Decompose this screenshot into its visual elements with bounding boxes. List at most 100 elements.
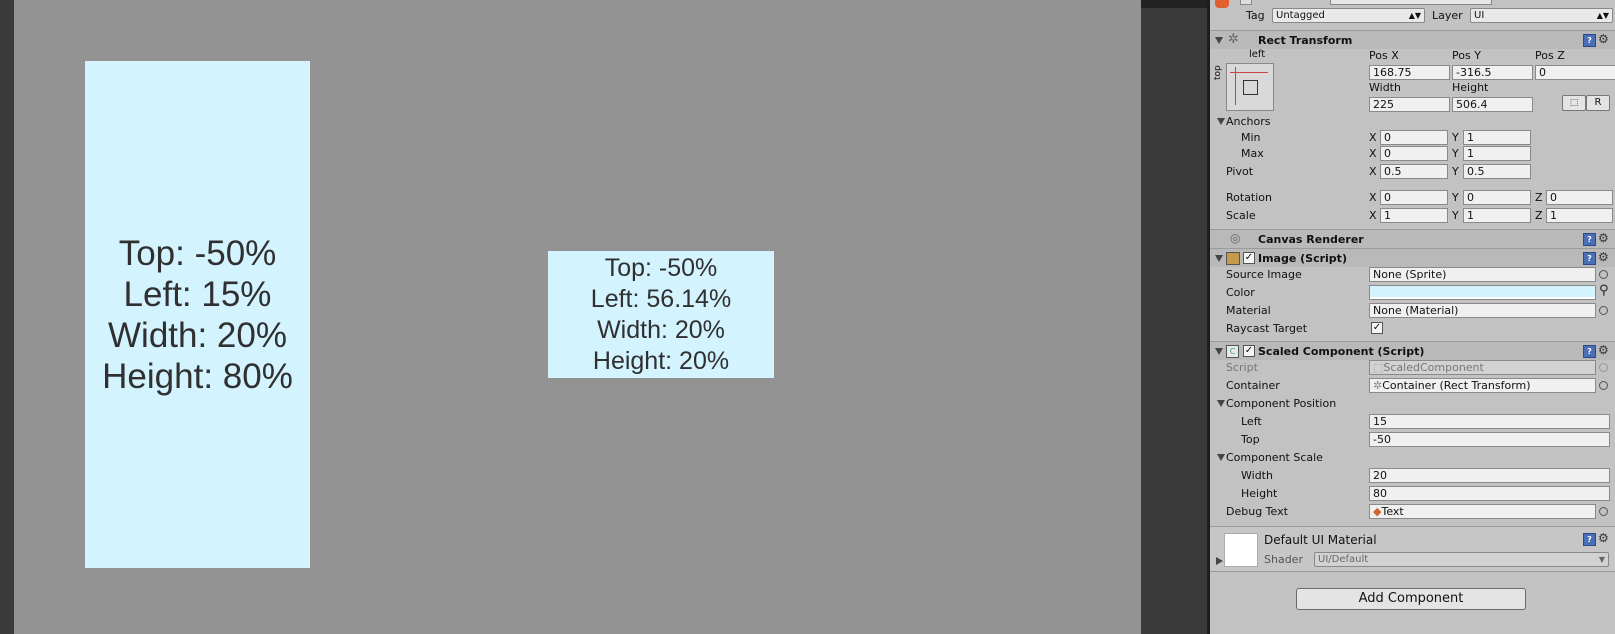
color-label: Color xyxy=(1226,286,1255,299)
image-title: Image (Script) xyxy=(1258,252,1347,265)
anchor-presets-button[interactable] xyxy=(1226,63,1274,111)
scaled-component-help-icon[interactable]: ? xyxy=(1583,345,1596,358)
anchor-min-x-field[interactable]: 0 xyxy=(1380,130,1448,145)
rect-transform-foldout-icon[interactable] xyxy=(1215,37,1223,44)
material-field[interactable]: None (Material) xyxy=(1369,303,1596,318)
scene-view[interactable]: Top: -50% Left: 15% Width: 20% Height: 8… xyxy=(14,0,1141,634)
script-value: ScaledComponent xyxy=(1383,361,1484,374)
anchors-label: Anchors xyxy=(1226,115,1271,128)
container-picker-icon[interactable] xyxy=(1599,381,1608,390)
rotation-x-field[interactable]: 0 xyxy=(1380,190,1448,205)
static-dropdown[interactable] xyxy=(1240,0,1252,5)
anchor-min-y-label: Y xyxy=(1452,131,1459,144)
pivot-x-field[interactable]: 0.5 xyxy=(1380,164,1448,179)
anchors-foldout-icon[interactable] xyxy=(1217,118,1225,125)
blueprint-mode-button[interactable]: ⬚ xyxy=(1562,95,1586,111)
rect-transform-help-icon[interactable]: ? xyxy=(1583,34,1596,47)
raycast-target-checkbox[interactable]: ✓ xyxy=(1371,322,1383,334)
pos-y-label: Pos Y xyxy=(1452,49,1481,62)
canvas-renderer-title: Canvas Renderer xyxy=(1258,233,1364,246)
tag-dropdown[interactable]: Untagged ▲▼ xyxy=(1272,8,1425,23)
pivot-x-label: X xyxy=(1369,165,1377,178)
rect-transform-header[interactable]: ✲ Rect Transform ? ⚙ xyxy=(1210,30,1615,49)
material-foldout-icon[interactable] xyxy=(1216,557,1223,565)
layer-dropdown[interactable]: UI ▲▼ xyxy=(1470,8,1613,23)
image-gear-icon[interactable]: ⚙ xyxy=(1598,250,1609,264)
height-field[interactable]: 506.4 xyxy=(1452,97,1533,112)
box2-line-top: Top: -50% xyxy=(604,253,718,282)
scale-y-field[interactable]: 1 xyxy=(1463,208,1531,223)
color-eyedropper-icon[interactable]: ⚲ xyxy=(1599,283,1609,298)
canvas-renderer-header[interactable]: ◎ Canvas Renderer ? ⚙ xyxy=(1210,229,1615,248)
scaled-component-box-2[interactable]: Top: -50% Left: 56.14% Width: 20% Height… xyxy=(548,251,774,378)
scaled-component-gear-icon[interactable]: ⚙ xyxy=(1598,343,1609,357)
scale-z-label: Z xyxy=(1535,209,1543,222)
scale-x-field[interactable]: 1 xyxy=(1380,208,1448,223)
component-scale-foldout-icon[interactable] xyxy=(1217,454,1225,461)
scale-height-field[interactable]: 80 xyxy=(1369,486,1610,501)
width-label: Width xyxy=(1369,81,1401,94)
image-help-icon[interactable]: ? xyxy=(1583,252,1596,265)
rotation-y-field[interactable]: 0 xyxy=(1463,190,1531,205)
rect-transform-gear-icon[interactable]: ⚙ xyxy=(1598,32,1609,46)
material-help-icon[interactable]: ? xyxy=(1583,533,1596,546)
tag-dropdown-arrow-icon: ▲▼ xyxy=(1408,11,1421,20)
scene-right-strip xyxy=(1141,0,1207,634)
box1-line-height: Height: 80% xyxy=(102,356,293,396)
canvas-renderer-help-icon[interactable]: ? xyxy=(1583,233,1596,246)
anchor-max-y-field[interactable]: 1 xyxy=(1463,146,1531,161)
scaled-component-script-icon: C xyxy=(1226,345,1239,358)
anchor-preset-square-icon xyxy=(1243,80,1258,95)
container-rect-icon: ✲ xyxy=(1373,379,1383,392)
anchor-preset-line-h xyxy=(1230,72,1268,73)
canvas-renderer-eye-icon: ◎ xyxy=(1230,231,1241,245)
debug-text-picker-icon[interactable] xyxy=(1599,507,1608,516)
top-field[interactable]: -50 xyxy=(1369,432,1610,447)
source-image-picker-icon[interactable] xyxy=(1599,270,1608,279)
pivot-y-field[interactable]: 0.5 xyxy=(1463,164,1531,179)
add-component-button[interactable]: Add Component xyxy=(1296,588,1526,610)
scaled-component-enabled-checkbox[interactable]: ✓ xyxy=(1243,345,1255,357)
pos-y-field[interactable]: -316.5 xyxy=(1452,65,1533,80)
pivot-y-label: Y xyxy=(1452,165,1459,178)
rotation-x-label: X xyxy=(1369,191,1377,204)
inspector-panel: Tag Untagged ▲▼ Layer UI ▲▼ ✲ Rect Trans… xyxy=(1207,0,1615,634)
raw-edit-button[interactable]: R xyxy=(1586,95,1610,111)
scale-width-label: Width xyxy=(1241,469,1273,482)
anchor-max-label: Max xyxy=(1241,147,1264,160)
anchor-min-y-field[interactable]: 1 xyxy=(1463,130,1531,145)
canvas-renderer-gear-icon[interactable]: ⚙ xyxy=(1598,231,1609,245)
pos-x-field[interactable]: 168.75 xyxy=(1369,65,1450,80)
width-field[interactable]: 225 xyxy=(1369,97,1450,112)
material-gear-icon[interactable]: ⚙ xyxy=(1598,531,1609,545)
image-foldout-icon[interactable] xyxy=(1215,255,1223,262)
image-component-icon xyxy=(1226,252,1240,265)
color-swatch-field[interactable] xyxy=(1369,285,1596,300)
scene-right-strip-top xyxy=(1141,0,1207,8)
left-field[interactable]: 15 xyxy=(1369,414,1610,429)
material-picker-icon[interactable] xyxy=(1599,306,1608,315)
component-position-foldout-icon[interactable] xyxy=(1217,400,1225,407)
debug-text-field[interactable]: ◆Text xyxy=(1369,504,1596,519)
container-field[interactable]: ✲Container (Rect Transform) xyxy=(1369,378,1596,393)
layer-label: Layer xyxy=(1432,9,1463,22)
source-image-field[interactable]: None (Sprite) xyxy=(1369,267,1596,282)
script-file-icon: ⬚ xyxy=(1373,361,1384,374)
anchor-max-y-label: Y xyxy=(1452,147,1459,160)
scale-width-field[interactable]: 20 xyxy=(1369,468,1610,483)
gameobject-icon xyxy=(1215,0,1229,8)
box2-line-left: Left: 56.14% xyxy=(590,284,732,313)
scale-z-field[interactable]: 1 xyxy=(1546,208,1613,223)
material-section: Default UI Material Shader UI/Default ▼ … xyxy=(1210,526,1615,572)
scaled-component-header[interactable]: C ✓ Scaled Component (Script) ? ⚙ xyxy=(1210,341,1615,360)
box2-line-width: Width: 20% xyxy=(597,315,725,344)
name-field[interactable] xyxy=(1330,0,1492,5)
image-header[interactable]: ✓ Image (Script) ? ⚙ xyxy=(1210,248,1615,267)
component-scale-label: Component Scale xyxy=(1226,451,1323,464)
image-enabled-checkbox[interactable]: ✓ xyxy=(1243,252,1255,264)
scaled-component-box-1[interactable]: Top: -50% Left: 15% Width: 20% Height: 8… xyxy=(85,61,310,568)
scaled-component-foldout-icon[interactable] xyxy=(1215,348,1223,355)
pos-z-field[interactable]: 0 xyxy=(1535,65,1615,80)
rotation-z-field[interactable]: 0 xyxy=(1546,190,1613,205)
anchor-max-x-field[interactable]: 0 xyxy=(1380,146,1448,161)
